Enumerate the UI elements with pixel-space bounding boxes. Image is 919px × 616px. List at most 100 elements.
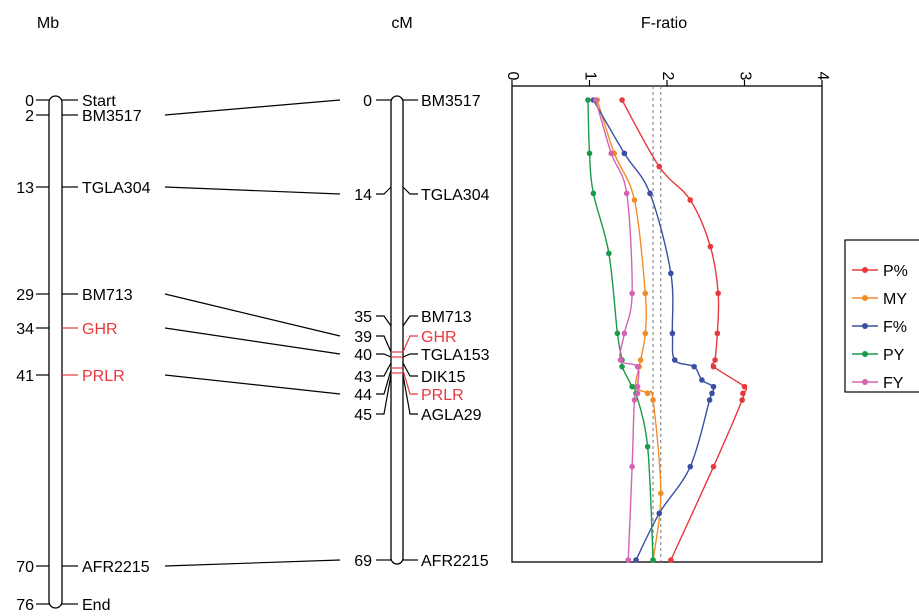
data-point-p-pct — [741, 383, 748, 390]
data-point-p-pct — [714, 330, 721, 337]
map-connector — [164, 186, 341, 195]
data-point-p-pct — [710, 463, 717, 470]
legend-label: F% — [883, 319, 907, 336]
data-point-fy — [617, 357, 624, 363]
phys-position-label: 41 — [16, 368, 34, 385]
series-line-f-pct — [592, 99, 715, 561]
linkage-chromosome-bar — [390, 95, 404, 565]
link-right-tick — [402, 186, 418, 195]
link-marker-label: TGLA304 — [421, 187, 490, 204]
legend-marker-py — [862, 351, 868, 357]
link-position-label: 69 — [354, 553, 372, 570]
link-right-tick — [402, 335, 418, 353]
link-right-tick — [402, 315, 418, 327]
data-point-f-pct — [647, 190, 653, 197]
data-point-py — [585, 97, 591, 103]
x-tick-label: 3 — [736, 72, 753, 81]
linkage-map: 0 BM3517 14 TGLA304 35 BM713 39 GHR 40 TGLA153 43 D… — [354, 93, 489, 570]
legend-marker-fy — [862, 379, 868, 385]
link-left-tick — [376, 335, 392, 353]
data-point-my — [650, 397, 656, 403]
link-marker-label: BM3517 — [421, 93, 481, 110]
mb-header: Mb — [37, 15, 59, 32]
link-left-tick — [376, 369, 392, 395]
data-point-f-pct — [669, 330, 676, 337]
series-line-p-pct — [621, 99, 748, 561]
data-point-my — [642, 290, 649, 297]
data-point-py — [629, 383, 635, 390]
link-right-tick — [402, 369, 418, 395]
data-point-fy — [631, 397, 638, 403]
data-point-py — [590, 190, 597, 197]
phys-marker-label: PRLR — [82, 368, 125, 385]
fratio-series — [585, 97, 748, 563]
legend-label: P% — [883, 263, 908, 280]
data-point-my — [631, 197, 638, 203]
phys-position-label: 34 — [16, 321, 34, 338]
link-position-label: 14 — [354, 187, 372, 204]
link-left-tick — [376, 186, 392, 195]
link-position-label: 44 — [354, 387, 372, 404]
phys-position-label: 70 — [16, 559, 34, 576]
link-right-tick — [402, 362, 418, 377]
phys-position-label: 29 — [16, 287, 34, 304]
link-marker-label: BM713 — [421, 309, 472, 326]
data-point-fy — [623, 190, 630, 197]
phys-marker-label: TGLA304 — [82, 180, 151, 197]
data-point-py — [606, 250, 612, 257]
x-tick-label: 4 — [814, 72, 831, 81]
x-tick-label: 2 — [659, 72, 676, 81]
data-point-py — [650, 557, 656, 563]
link-position-label: 43 — [354, 369, 372, 386]
data-point-py — [586, 150, 593, 157]
data-point-fy — [634, 383, 641, 390]
data-point-fy — [634, 363, 641, 370]
data-point-my — [658, 490, 664, 497]
link-position-label: 0 — [363, 93, 372, 110]
phys-position-label: 13 — [16, 180, 34, 197]
x-tick-label: 1 — [581, 72, 598, 81]
phys-marker-label: BM713 — [82, 287, 133, 304]
link-marker-label: GHR — [421, 329, 457, 346]
cm-header: cM — [391, 15, 412, 32]
data-point-f-pct — [656, 510, 663, 517]
data-point-p-pct — [739, 397, 745, 403]
data-point-f-pct — [621, 150, 628, 157]
data-point-p-pct — [740, 390, 746, 397]
data-point-f-pct — [671, 357, 678, 363]
physical-map: 0 Start 2 BM3517 13 TGLA304 29 BM713 34 GHR 41 PRLR… — [16, 93, 150, 614]
data-point-p-pct — [715, 290, 721, 297]
legend-label: PY — [883, 347, 905, 364]
phys-position-label: 0 — [25, 93, 34, 110]
data-point-f-pct — [633, 557, 639, 563]
data-point-p-pct — [668, 557, 674, 563]
fratio-axis: 0 1 2 3 4 — [504, 72, 831, 86]
data-point-f-pct — [668, 270, 674, 277]
link-marker-label: AFR2215 — [421, 553, 489, 570]
phys-marker-label: Start — [82, 93, 116, 110]
fratio-plot-frame — [511, 85, 823, 563]
legend-marker-f-pct — [862, 323, 868, 329]
data-point-p-pct — [712, 357, 718, 363]
data-point-py — [614, 330, 621, 337]
data-point-f-pct — [709, 390, 715, 397]
data-point-p-pct — [619, 97, 625, 103]
series-line-my — [596, 99, 662, 561]
legend-label: MY — [883, 291, 907, 308]
link-marker-label: DIK15 — [421, 369, 466, 386]
phys-position-label: 2 — [25, 108, 34, 125]
data-point-fy — [625, 557, 632, 563]
phys-marker-label: BM3517 — [82, 108, 142, 125]
phys-marker-label: AFR2215 — [82, 559, 150, 576]
fratio-header: F-ratio — [641, 15, 687, 32]
physical-chromosome-bar — [48, 95, 63, 609]
data-point-py — [644, 443, 651, 450]
data-point-fy — [629, 290, 635, 297]
map-connectors — [164, 99, 341, 567]
data-point-f-pct — [691, 363, 697, 370]
link-marker-label: PRLR — [421, 387, 464, 404]
link-left-tick — [376, 315, 392, 327]
data-point-fy — [608, 150, 614, 157]
x-tick-label: 0 — [504, 72, 521, 81]
